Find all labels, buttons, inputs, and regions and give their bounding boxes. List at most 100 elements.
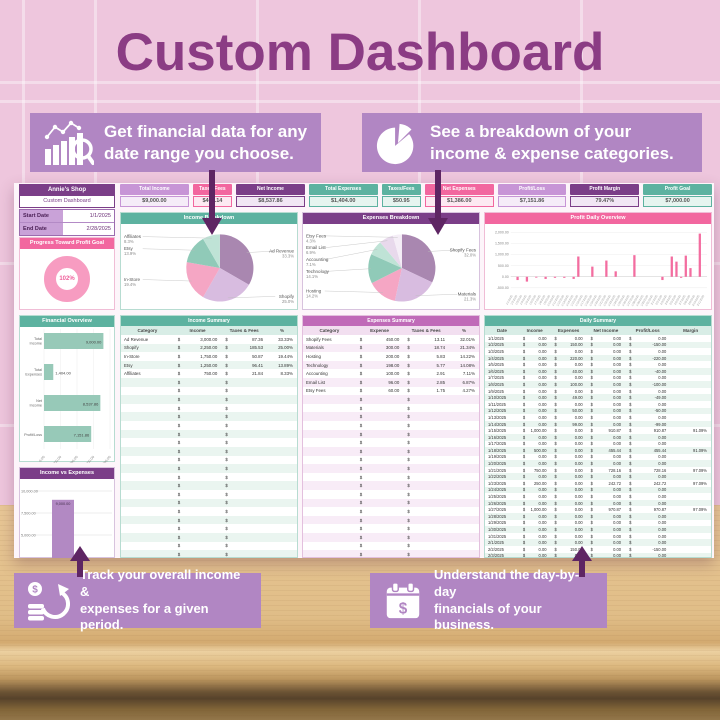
start-date-label: Start Date (20, 210, 64, 222)
table-row: Etsy $1,250.00 $96.41 13.89% (121, 360, 297, 370)
svg-text:1/25/2025: 1/25/2025 (616, 294, 626, 307)
kpi-value: $8,537.86 (236, 196, 305, 207)
cell: $ (359, 500, 363, 506)
cell: Etsy Fees (306, 388, 326, 394)
income-vs-expenses-chart: 10,000.00 7,500.00 5,000.00 9,000.00 (21, 489, 112, 558)
cell: $ (407, 474, 410, 480)
page-title: Custom Dashboard (115, 23, 605, 82)
svg-text:1/12/2025: 1/12/2025 (555, 294, 565, 307)
cell: $0.00 (554, 348, 583, 354)
svg-text:Ad Revenue: Ad Revenue (269, 249, 294, 254)
cell: Materials (306, 345, 324, 351)
svg-text:25.0%: 25.0% (282, 299, 294, 304)
table-row: Email List $96.00 $2.85 6.87% (303, 378, 479, 387)
table-body: Shopify Fees $450.00 $13.11 32.01% Materials… (303, 335, 479, 557)
cell: 1/28/2025 (488, 513, 507, 519)
cell: Ad Revenue (124, 336, 149, 342)
kpi-label: Total Income (120, 184, 189, 195)
start-date-field[interactable]: 1/1/2025 (63, 210, 114, 222)
cell: $ (407, 500, 410, 506)
column-header: Taxes & Fees (411, 328, 441, 333)
cell: $0.00 (522, 401, 547, 407)
end-date-field[interactable]: 2/28/2025 (63, 223, 114, 235)
svg-text:1,000.00: 1,000.00 (495, 253, 509, 257)
kpi-card: Taxes/Fees $50.95 (381, 184, 421, 208)
cell: $ (177, 526, 181, 532)
cell: $500.00 (522, 447, 547, 453)
table-row: $ $ (303, 533, 479, 542)
svg-text:14.2%: 14.2% (306, 293, 318, 298)
cell: $0.00 (590, 461, 622, 467)
cell: $0.00 (554, 388, 583, 394)
cell: $0.00 (522, 375, 547, 381)
column-header: Margin (683, 328, 699, 333)
cell: $0.00 (590, 355, 622, 361)
column-header: % (461, 328, 467, 333)
cell: $0.00 (522, 454, 547, 460)
cell: $0.00 (554, 441, 583, 447)
svg-text:1/30/2025: 1/30/2025 (640, 294, 650, 307)
table-row: $ $ (121, 490, 297, 499)
svg-text:1/31/2025: 1/31/2025 (644, 294, 654, 307)
cell: $ (177, 379, 181, 385)
table-row: 1/17/2025 $0.00 $0.00 $0.00 $0.00 (485, 441, 711, 448)
table-row: 2/1/2025 $0.00 $0.00 $0.00 $0.00 (485, 539, 711, 546)
cell: $0.00 (522, 527, 547, 533)
column-header: Income (526, 328, 543, 333)
table-row: 1/27/2025 $1,000.00 $0.00 $970.87 $970.87 97.… (485, 506, 711, 513)
table-row: $ $ (121, 533, 297, 542)
table-header: Date Income Expenses Net Income Profit/Loss M… (485, 326, 711, 335)
cell: $0.00 (590, 441, 622, 447)
sheet-tab[interactable]: Custom Dashboard (20, 196, 114, 207)
svg-text:1/1/2025: 1/1/2025 (505, 294, 514, 306)
cell: $0.00 (554, 454, 583, 460)
table-row: $ $ (121, 387, 297, 396)
table-row: 1/18/2025 $500.00 $0.00 $455.44 $455.44 91.09… (485, 447, 711, 454)
shop-header: Annie's Shop Custom Dashboard (19, 184, 115, 208)
cell: $2,250.00 (177, 345, 218, 351)
cell: $ (407, 405, 410, 411)
cell: $ (359, 543, 363, 549)
kpi-card: Profit/Loss $7,151.86 (497, 184, 567, 208)
cell: $ (225, 474, 228, 480)
table-row: Affiliates $750.00 $21.84 8.33% (121, 369, 297, 378)
table-row: 1/8/2025 $0.00 $100.00 $0.00 $ -100.00 (485, 381, 711, 388)
table-row: $ $ (303, 438, 479, 447)
svg-text:Accounting: Accounting (306, 257, 329, 262)
cell: $0.00 (522, 342, 547, 348)
cell: $0.00 (522, 540, 547, 546)
svg-text:33.3%: 33.3% (282, 253, 294, 258)
end-date-row: End Date 2/28/2025 (20, 222, 114, 235)
cell: $0.00 (522, 494, 547, 500)
svg-text:1/22/2025: 1/22/2025 (602, 294, 612, 307)
cell: $220.00 (554, 355, 583, 361)
cell: $0.00 (590, 533, 622, 539)
cell: $0.00 (629, 520, 667, 526)
cell: $ (359, 465, 363, 471)
profit-daily-panel: Profit Daily Overview 2,000.00 1,500.00 1,… (484, 212, 712, 310)
cell: $970.87 (590, 507, 622, 513)
cell: $0.00 (522, 368, 547, 374)
cell: 1/14/2025 (488, 421, 507, 427)
cell: $ (407, 448, 410, 454)
table-row: $ $ (121, 481, 297, 490)
cell: $50.87 (225, 354, 264, 360)
table-row: $ $ (121, 429, 297, 439)
table-row: $ $ (121, 446, 297, 456)
cell: $ -220.00 (629, 355, 667, 361)
cell: $ (177, 483, 181, 489)
cell: $0.00 (590, 362, 622, 368)
cell: $0.00 (590, 401, 622, 407)
shop-name: Annie's Shop (20, 185, 114, 196)
cell: 2/3/2025 (488, 553, 504, 558)
svg-text:2/7/2025: 2/7/2025 (678, 294, 687, 306)
svg-text:1/15/2025: 1/15/2025 (569, 294, 579, 307)
cell: $50.00 (554, 408, 583, 414)
cell: $2.85 (407, 379, 446, 385)
cell: $0.00 (554, 513, 583, 519)
svg-text:8,537.86: 8,537.86 (83, 402, 99, 407)
cell: $0.00 (590, 474, 622, 480)
svg-text:10,000.00: 10,000.00 (98, 455, 111, 463)
cell: $2.91 (407, 371, 446, 377)
